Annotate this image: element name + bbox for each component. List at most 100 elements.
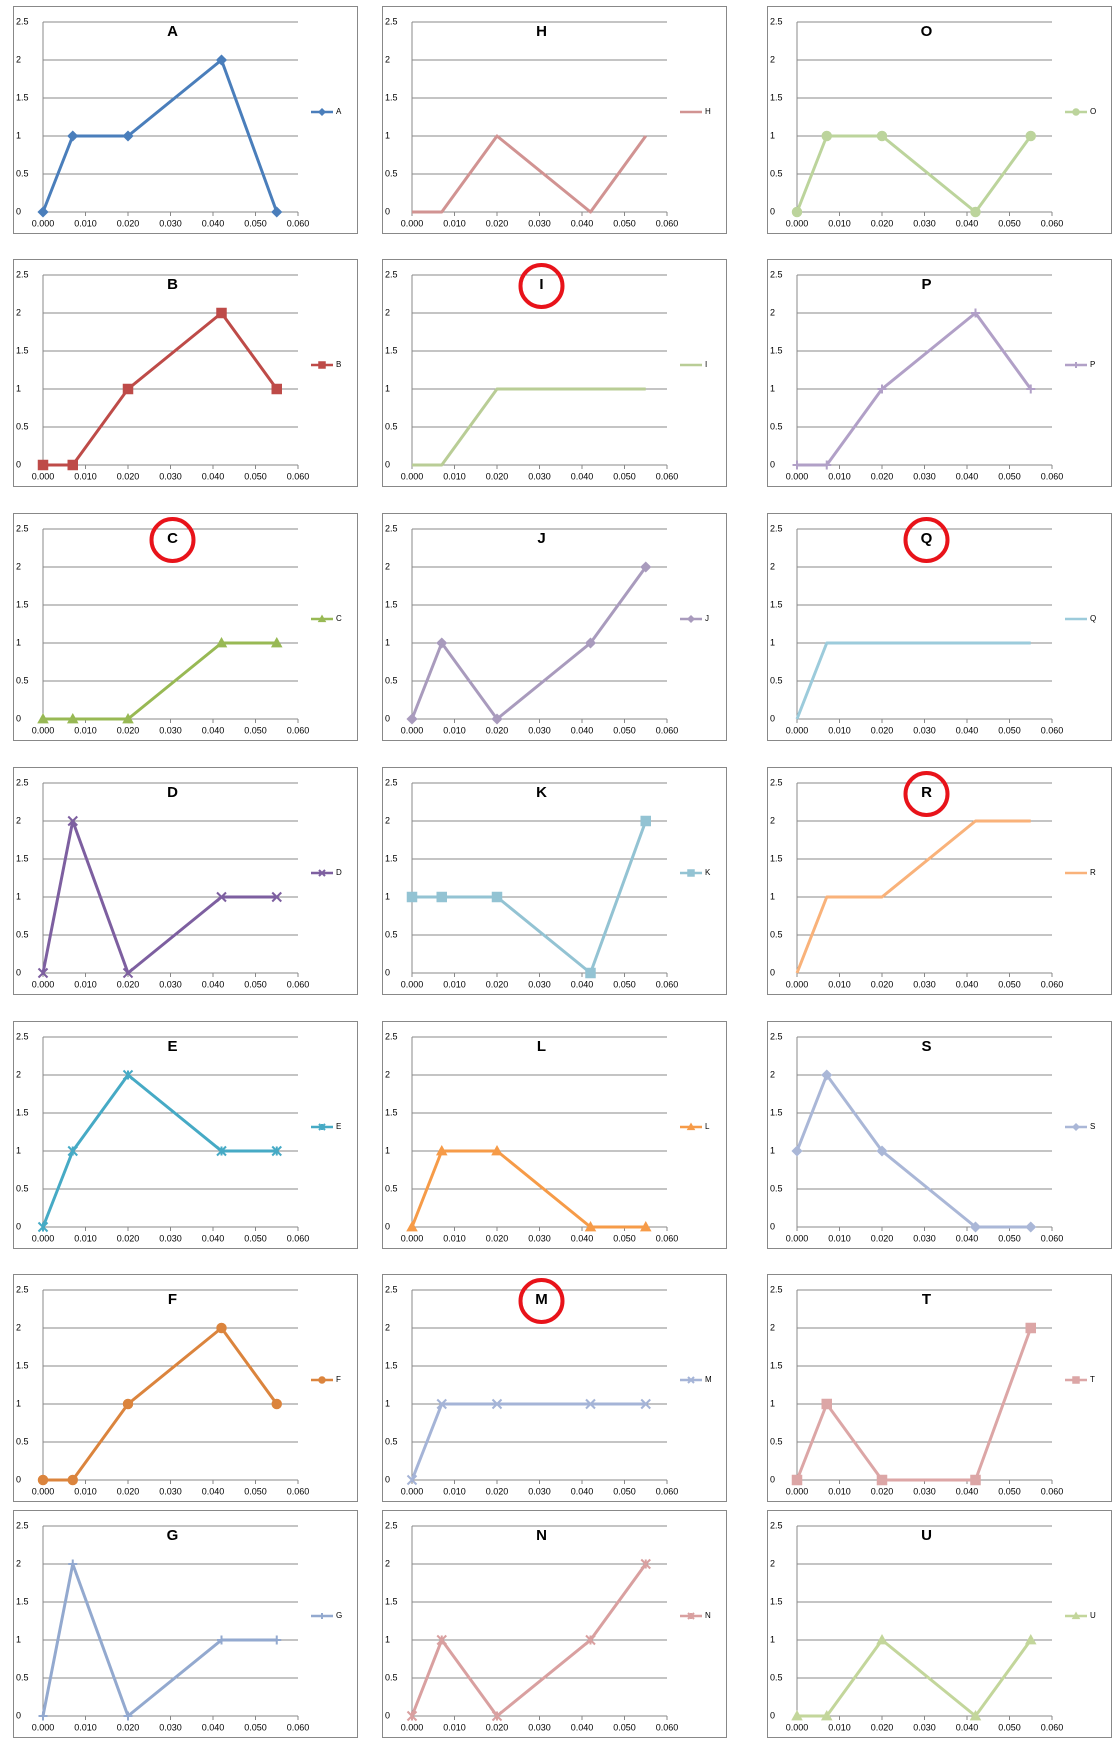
chart-border: [767, 767, 1112, 995]
y-tick-label: 2: [770, 815, 775, 825]
chart: 0 0.5 1 1.5 2 2.5 0.000 0.010 0.020 0.030 0.040 0.0…: [13, 1274, 358, 1502]
y-tick-label: 1.5: [770, 1360, 783, 1370]
x-tick-label: 0.020: [486, 725, 509, 735]
marker: [821, 1398, 832, 1410]
x-tick-label: 0.040: [202, 1233, 225, 1243]
y-tick-label: 1: [385, 1145, 390, 1155]
x-tick-label: 0.000: [786, 1722, 809, 1732]
x-tick-label: 0.030: [913, 979, 936, 989]
legend-label: O: [1090, 107, 1096, 116]
chart: 0 0.5 1 1.5 2 2.5 0.000 0.010 0.020 0.030 0.040 0.0…: [767, 767, 1112, 995]
marker: [791, 1474, 803, 1486]
marker: [67, 459, 78, 471]
y-tick-label: 2: [770, 1322, 775, 1332]
x-tick-label: 0.020: [871, 979, 894, 989]
marker: [687, 869, 695, 877]
x-tick-label: 0.050: [998, 1486, 1021, 1496]
marker: [68, 1559, 78, 1569]
legend-label: P: [1090, 360, 1095, 369]
chart: 0 0.5 1 1.5 2 2.5 0.000 0.010 0.020 0.030 0.040 0.0…: [13, 1021, 358, 1249]
x-tick-label: 0.000: [786, 979, 809, 989]
chart: 0 0.5 1 1.5 2 2.5 0.000 0.010 0.020 0.030 0.040 0.0…: [13, 767, 358, 995]
marker: [585, 1398, 596, 1410]
legend-label: E: [336, 1122, 341, 1131]
marker-shape: [585, 1398, 596, 1410]
x-tick-label: 0.030: [913, 1722, 936, 1732]
marker-shape: [271, 891, 282, 903]
chart-border: [767, 259, 1112, 487]
y-tick-label: 0.5: [770, 1436, 783, 1446]
y-tick-label: 0: [770, 713, 775, 723]
x-tick-label: 0.040: [956, 1722, 979, 1732]
x-tick-label: 0.040: [202, 218, 225, 228]
x-tick-label: 0.060: [287, 1722, 310, 1732]
x-tick-label: 0.060: [656, 1722, 679, 1732]
chart-border: [382, 513, 727, 741]
legend-label: Q: [1090, 614, 1096, 623]
y-tick-label: 0: [16, 967, 21, 977]
x-tick-label: 0.060: [656, 1233, 679, 1243]
x-tick-label: 0.000: [401, 1486, 424, 1496]
x-tick-label: 0.000: [32, 471, 55, 481]
marker-shape: [406, 713, 418, 725]
x-tick-label: 0.010: [828, 471, 851, 481]
y-tick-label: 0: [770, 1710, 775, 1720]
x-tick-label: 0.030: [528, 218, 551, 228]
marker: [436, 1634, 447, 1646]
marker: [38, 1711, 48, 1721]
chart-title: H: [536, 23, 547, 40]
y-tick-label: 1.5: [385, 92, 398, 102]
chart: 0 0.5 1 1.5 2 2.5 0.000 0.010 0.020 0.030 0.040 0.0…: [382, 259, 727, 487]
x-tick-label: 0.010: [443, 1486, 466, 1496]
marker: [122, 1069, 134, 1081]
x-tick-label: 0.000: [786, 471, 809, 481]
x-tick-label: 0.000: [786, 218, 809, 228]
marker: [876, 1633, 888, 1645]
chart: 0 0.5 1 1.5 2 2.5 0.000 0.010 0.020 0.030 0.040 0.0…: [767, 513, 1112, 741]
marker-shape: [318, 361, 326, 369]
x-tick-label: 0.010: [828, 725, 851, 735]
legend-label: L: [705, 1122, 710, 1131]
y-tick-label: 2: [16, 1322, 21, 1332]
x-tick-label: 0.020: [117, 725, 140, 735]
chart-title: F: [168, 1291, 177, 1308]
x-tick-label: 0.050: [244, 1233, 267, 1243]
marker: [970, 206, 981, 218]
chart-title: N: [536, 1527, 547, 1544]
y-tick-label: 0: [16, 1710, 21, 1720]
x-tick-label: 0.000: [32, 218, 55, 228]
y-tick-label: 0.5: [385, 929, 398, 939]
x-tick-label: 0.060: [656, 979, 679, 989]
x-tick-label: 0.060: [287, 979, 310, 989]
x-tick-label: 0.000: [32, 725, 55, 735]
x-tick-label: 0.030: [528, 1486, 551, 1496]
y-tick-label: 1.5: [16, 345, 29, 355]
marker: [1026, 384, 1036, 394]
series-line: [412, 387, 646, 467]
marker-shape: [216, 307, 227, 319]
x-tick-label: 0.060: [1041, 1722, 1064, 1732]
x-tick-label: 0.020: [117, 1722, 140, 1732]
chart: 0 0.5 1 1.5 2 2.5 0.000 0.010 0.020 0.030 0.040 0.0…: [767, 259, 1112, 487]
marker: [876, 130, 888, 142]
x-tick-label: 0.060: [656, 218, 679, 228]
x-tick-label: 0.020: [486, 979, 509, 989]
marker-shape: [271, 206, 283, 218]
marker: [271, 383, 282, 395]
x-tick-label: 0.010: [443, 471, 466, 481]
x-tick-label: 0.010: [443, 1233, 466, 1243]
marker: [1025, 1322, 1036, 1334]
y-tick-label: 1: [16, 383, 21, 393]
marker: [436, 637, 448, 649]
y-tick-label: 2.5: [16, 269, 29, 279]
chart-border: [13, 1510, 358, 1738]
x-tick-label: 0.020: [871, 471, 894, 481]
x-tick-label: 0.050: [244, 1486, 267, 1496]
marker-shape: [122, 1398, 134, 1410]
y-tick-label: 2.5: [385, 1520, 398, 1530]
x-tick-label: 0.020: [871, 725, 894, 735]
legend-label: U: [1090, 1611, 1096, 1620]
x-tick-label: 0.050: [613, 725, 636, 735]
marker: [216, 1145, 227, 1157]
x-tick-label: 0.010: [443, 1722, 466, 1732]
